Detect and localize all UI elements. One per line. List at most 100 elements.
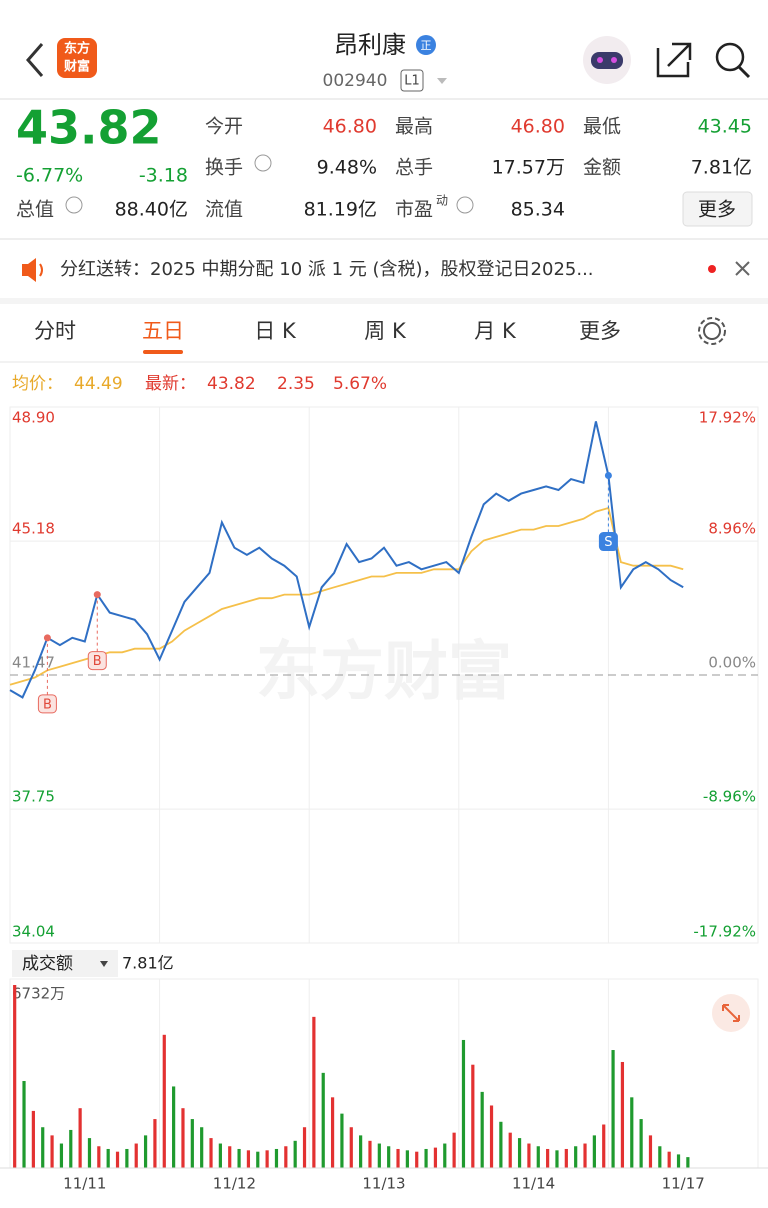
volume-bar <box>433 1147 438 1168</box>
field-label: 金额 <box>583 157 621 179</box>
y-tick-label: 34.04 <box>12 923 55 941</box>
volume-bar <box>321 1072 325 1168</box>
volume-bar <box>676 1154 681 1168</box>
settings-gear <box>698 317 726 345</box>
volume-bar <box>424 1148 428 1168</box>
volume-bar <box>31 1110 35 1168</box>
field-value: 43.45 <box>698 116 752 138</box>
y2-tick-label: 17.92% <box>699 409 756 427</box>
marker-dot <box>93 591 101 599</box>
y-tick-label: 45.18 <box>12 520 55 538</box>
speaker-icon <box>22 258 36 282</box>
latest-change: 2.35 <box>277 374 315 394</box>
volume-bar <box>387 1146 391 1168</box>
volume-bar <box>87 1138 92 1168</box>
volume-total: 7.81亿 <box>122 954 174 973</box>
volume-bar <box>256 1151 260 1168</box>
volume-bar <box>134 1143 138 1168</box>
settings-icon[interactable] <box>703 322 721 340</box>
info-icon[interactable] <box>456 196 474 214</box>
trade-marker-label: B <box>43 697 52 712</box>
volume-bar <box>190 1119 194 1168</box>
marker-dot <box>43 634 51 642</box>
volume-bar <box>274 1148 279 1168</box>
robot-eye <box>597 57 603 63</box>
tab[interactable]: 五日 <box>142 319 184 343</box>
y-tick-label: 6732万 <box>12 985 65 1003</box>
trade-marker-label: B <box>93 654 102 669</box>
back-button[interactable] <box>26 43 44 77</box>
trade-marker-label: S <box>604 535 612 550</box>
last-price: 43.82 <box>16 101 162 155</box>
badge <box>416 35 436 55</box>
y-tick-label: 48.90 <box>12 409 55 427</box>
volume-bar <box>536 1146 540 1168</box>
notice-text[interactable]: 分红送转：2025 中期分配 10 派 1 元 (含税)，股权登记日2025..… <box>60 259 594 280</box>
x-tick-label: 11/14 <box>512 1175 555 1193</box>
tab[interactable]: 月 K <box>474 319 517 343</box>
field-label: 今开 <box>205 116 243 138</box>
trade-marker <box>37 694 57 714</box>
tab[interactable]: 更多 <box>579 319 621 343</box>
volume-bar <box>209 1138 213 1168</box>
field-value: 81.19亿 <box>304 199 377 221</box>
volume-bar <box>611 1050 615 1168</box>
level: L1 <box>404 74 420 89</box>
close-icon[interactable] <box>735 261 750 276</box>
volume-bar <box>349 1127 353 1168</box>
x-tick-label: 11/13 <box>362 1175 405 1193</box>
field-label: 市盈 <box>395 199 433 221</box>
volume-bar <box>59 1143 64 1168</box>
tab[interactable]: 周 K <box>364 319 407 343</box>
volume-bar <box>162 1034 166 1168</box>
logo-text: 财富 <box>64 59 90 75</box>
volume-bar <box>508 1132 512 1168</box>
volume-bar <box>265 1150 269 1168</box>
tab[interactable]: 分时 <box>34 319 76 343</box>
info-icon[interactable] <box>254 154 272 172</box>
volume-bar <box>377 1143 381 1168</box>
volume-bar <box>546 1148 550 1168</box>
x-tick-label: 11/11 <box>63 1175 106 1193</box>
volume-selector[interactable] <box>12 950 118 977</box>
volume-bar <box>293 1140 297 1168</box>
volume-bar <box>415 1151 419 1168</box>
info-icon[interactable] <box>65 196 83 214</box>
volume-bar <box>489 1105 494 1168</box>
volume-bar <box>41 1127 45 1168</box>
avg-line <box>9 506 684 686</box>
tab-bar: 分时 五日 日 K 周 K 月 K 更多 <box>34 319 621 354</box>
volume-bar <box>527 1143 531 1168</box>
volume-bar <box>69 1129 73 1168</box>
volume-bar <box>396 1148 400 1168</box>
field-label: 换手 <box>205 157 243 179</box>
separator <box>0 298 768 304</box>
volume-bar <box>359 1135 363 1168</box>
y2-tick-label: -8.96% <box>703 788 756 806</box>
volume-bar <box>330 1097 335 1168</box>
y2-tick-label: -17.92% <box>693 923 756 941</box>
x-tick-label: 11/12 <box>213 1175 256 1193</box>
volume-bar <box>78 1108 82 1168</box>
volume-bar <box>480 1091 484 1168</box>
y2-tick-label: 8.96% <box>708 520 756 538</box>
volume-bar <box>284 1146 288 1168</box>
volume-bar <box>218 1143 222 1168</box>
volume-bar <box>564 1148 568 1168</box>
dropdown[interactable] <box>437 78 447 84</box>
volume-label: 成交额 <box>22 954 73 974</box>
chart-frame <box>9 978 759 1169</box>
volume-bar <box>667 1151 671 1168</box>
share-icon[interactable] <box>656 42 692 78</box>
field-label: 最低 <box>583 116 621 138</box>
more-button[interactable] <box>682 191 753 227</box>
change: -3.18 <box>139 165 188 187</box>
tab[interactable]: 日 K <box>254 319 297 343</box>
field-value: 85.34 <box>511 199 565 221</box>
search-icon[interactable] <box>715 42 745 72</box>
y2-tick-label: 0.00% <box>708 654 756 672</box>
volume-bar <box>50 1135 54 1168</box>
field-value: 46.80 <box>323 116 377 138</box>
